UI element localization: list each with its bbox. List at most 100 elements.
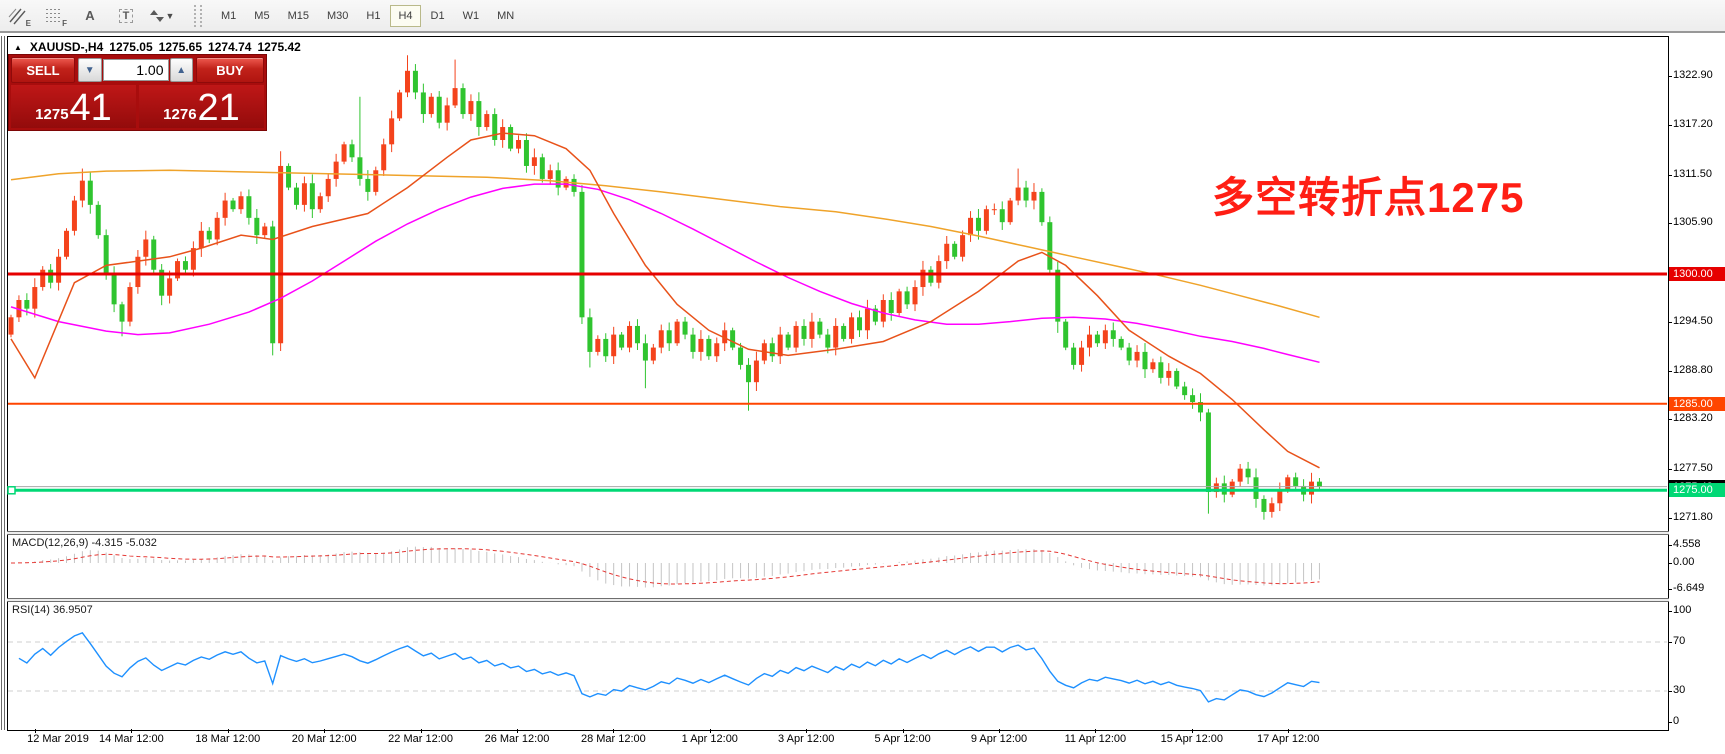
buy-price-button[interactable]: 1276 21: [139, 85, 264, 128]
time-axis-tick: [1095, 729, 1097, 733]
time-tick-label: 5 Apr 12:00: [874, 733, 931, 745]
sell-button[interactable]: SELL: [11, 57, 75, 83]
timeframe-button-h1[interactable]: H1: [366, 9, 381, 22]
price-tick-label: 1311.50: [1673, 167, 1712, 180]
volume-input[interactable]: [102, 59, 169, 81]
chart-title: ▲ XAUUSD-,H4 1275.05 1275.65 1274.74 127…: [14, 40, 301, 54]
axis-tick: [1668, 611, 1672, 612]
time-axis-tick: [1288, 729, 1290, 733]
price-tick-label: 1277.50: [1673, 461, 1713, 474]
textbox-tool-icon[interactable]: T: [111, 4, 141, 28]
time-tick-label: 22 Mar 12:00: [388, 733, 453, 745]
volume-increase-button[interactable]: ▲: [169, 58, 193, 82]
rsi-indicator-label: RSI(14) 36.9507: [12, 604, 93, 616]
arrange-tool-icon[interactable]: ▼: [147, 4, 177, 28]
time-axis-tick: [613, 729, 615, 733]
timeframe-button-h4[interactable]: H4: [390, 4, 421, 27]
grid-tool-icon[interactable]: F: [39, 4, 69, 28]
trade-panel-controls: SELL ▼ ▲ BUY: [9, 55, 266, 85]
chevron-up-icon: ▲: [176, 64, 187, 76]
pane-separator-macd[interactable]: [7, 531, 1669, 535]
rsi-axis-label: 0: [1673, 715, 1680, 727]
price-tick-label: 1271.80: [1673, 510, 1713, 523]
sell-price-button[interactable]: 1275 41: [11, 85, 136, 128]
axis-tick: [1668, 517, 1672, 519]
timeframe-button-m30[interactable]: M30: [326, 9, 349, 22]
chart-window[interactable]: [7, 36, 1669, 731]
level-price-label: 1300.00: [1669, 267, 1725, 282]
trade-panel-prices: 1275 41 1276 21: [9, 85, 266, 128]
ohlc-low: 1274.74: [208, 40, 252, 54]
macd-indicator-label: MACD(12,26,9) -4.315 -5.032: [12, 537, 157, 549]
axis-tick: [1668, 545, 1672, 547]
time-axis-tick: [420, 729, 422, 733]
axis-tick: [1668, 563, 1672, 564]
buy-button[interactable]: BUY: [196, 57, 264, 83]
macd-axis-label: 4.558: [1673, 538, 1701, 551]
window-edge-line2: [4, 36, 5, 730]
axis-tick: [1668, 468, 1672, 470]
grid-tool-letter: F: [62, 18, 67, 28]
chart-annotation-text: 多空转折点1275: [1212, 174, 1525, 221]
buy-price-pips: 21: [197, 87, 240, 129]
time-tick-label: 1 Apr 12:00: [681, 733, 738, 745]
rsi-axis-label: 70: [1673, 635, 1686, 647]
time-tick-label: 11 Apr 12:00: [1064, 733, 1127, 745]
rsi-axis-label: 100: [1673, 604, 1692, 616]
time-tick-label: 14 Mar 12:00: [98, 733, 164, 745]
volume-decrease-button[interactable]: ▼: [78, 58, 102, 82]
time-tick-label: 26 Mar 12:00: [484, 733, 550, 745]
timeframe-button-m5[interactable]: M5: [254, 9, 270, 22]
axis-tick: [1668, 370, 1672, 372]
time-axis-tick: [35, 729, 36, 733]
time-axis-tick: [709, 729, 711, 733]
time-tick-label: 18 Mar 12:00: [195, 733, 261, 745]
axis-tick: [1668, 125, 1672, 127]
time-axis-tick: [227, 729, 229, 733]
timeframe-switcher: M1 M5 M15 M30 H1 H4 D1 W1 MN: [212, 4, 523, 27]
chart-symbol: XAUUSD-,H4: [29, 40, 104, 54]
time-tick-label: 28 Mar 12:00: [580, 733, 646, 745]
price-tick-label: 1322.90: [1673, 69, 1713, 81]
level-price-label: 1275.00: [1669, 483, 1725, 498]
timeframe-button-m15[interactable]: M15: [287, 9, 309, 22]
sort-arrows-glyph: [149, 9, 164, 22]
axis-tick: [1668, 642, 1672, 643]
chevron-down-icon: ▼: [84, 64, 95, 76]
timeframe-button-m1[interactable]: M1: [221, 9, 237, 22]
timeframe-button-d1[interactable]: D1: [430, 9, 445, 22]
buy-price-main: 1276: [163, 106, 197, 123]
channel-tool-glyph: [8, 8, 26, 24]
ohlc-high: 1275.65: [158, 40, 203, 54]
time-tick-label: 9 Apr 12:00: [970, 733, 1028, 745]
one-click-trading-panel: SELL ▼ ▲ BUY 1275 41 1276 21: [8, 54, 267, 131]
timeframe-button-mn[interactable]: MN: [497, 9, 515, 22]
macd-axis-label: 0.00: [1673, 556, 1695, 568]
axis-tick: [1668, 223, 1672, 225]
channel-tool-icon[interactable]: E: [3, 4, 33, 28]
textbox-letter: T: [118, 8, 134, 23]
time-tick-label: 12 Mar 2019: [27, 733, 89, 745]
axis-tick: [1668, 174, 1672, 176]
sell-price-main: 1275: [35, 106, 69, 123]
price-tick-label: 1305.90: [1673, 216, 1713, 229]
ohlc-close: 1275.42: [257, 40, 301, 54]
toolbar-grip[interactable]: [194, 4, 202, 27]
timeframe-button-w1[interactable]: W1: [462, 9, 480, 22]
axis-tick: [1668, 76, 1672, 77]
pane-separator-rsi[interactable]: [7, 598, 1669, 602]
time-tick-label: 20 Mar 12:00: [291, 733, 357, 745]
price-tick-label: 1288.80: [1673, 363, 1713, 376]
axis-tick: [1668, 419, 1672, 421]
window-edge-line: [1, 36, 2, 730]
main-toolbar: E F A T ▼ M1 M5 M15 M30 H1 H4 D1 W1 MN: [0, 0, 1725, 33]
time-axis-tick: [517, 729, 518, 733]
time-tick-label: 17 Apr 12:00: [1256, 733, 1320, 745]
macd-axis-label: -6.649: [1673, 581, 1705, 594]
text-label-tool-icon[interactable]: A: [75, 4, 105, 28]
ohlc-open: 1275.05: [109, 40, 153, 54]
time-axis-tick: [999, 729, 1000, 733]
time-tick-label: 3 Apr 12:00: [778, 733, 835, 745]
collapse-icon[interactable]: ▲: [14, 42, 22, 52]
